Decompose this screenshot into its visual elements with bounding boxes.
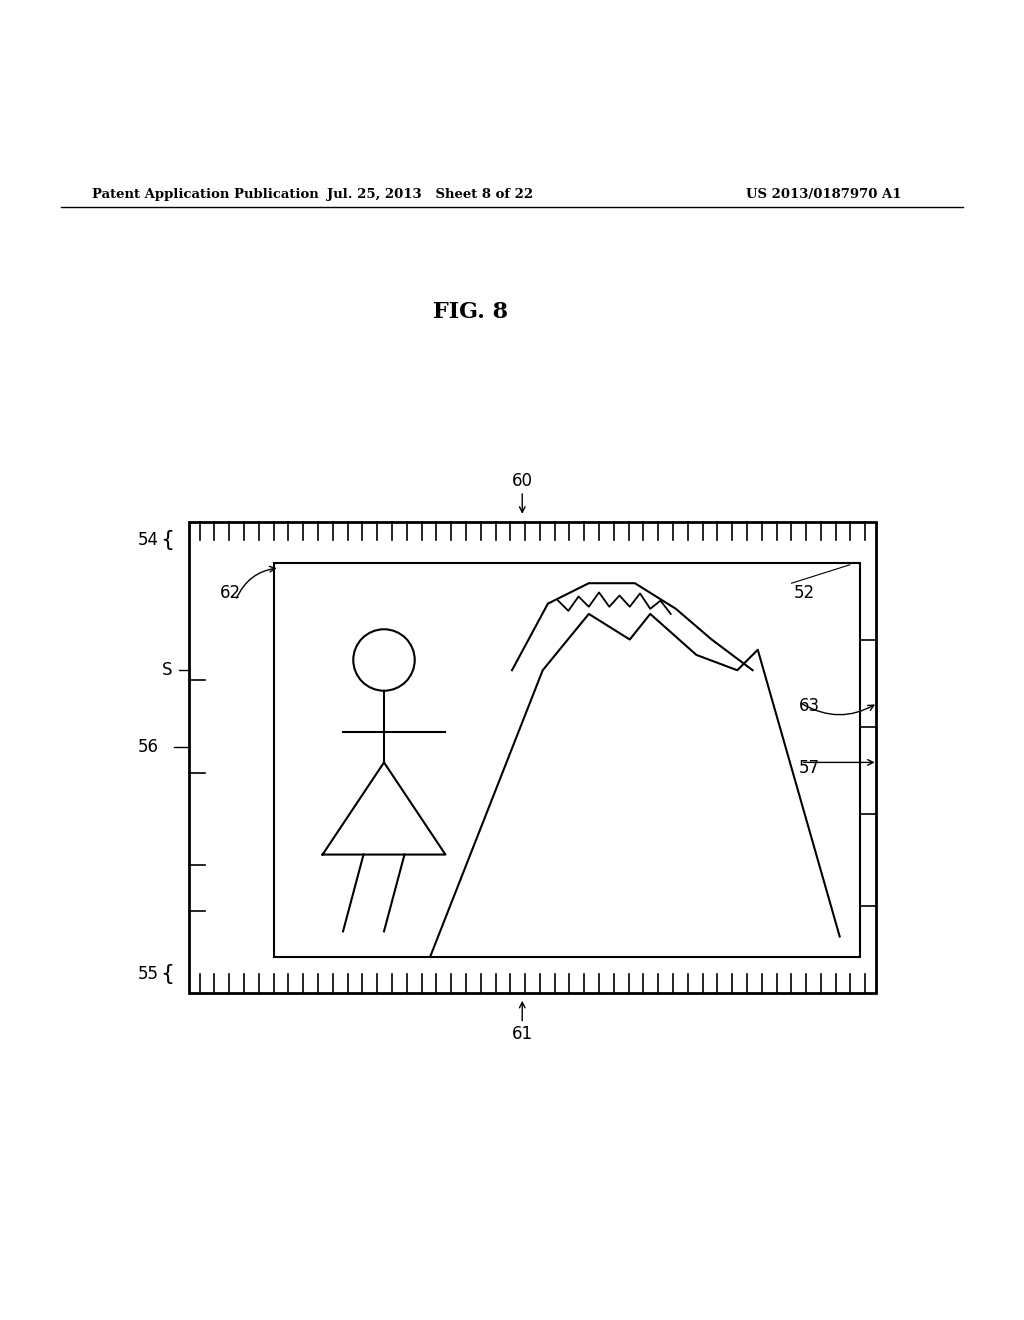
Text: {: { [160, 531, 174, 550]
Bar [189, 521, 876, 993]
Text: 60: 60 [512, 471, 532, 490]
Text: 54: 54 [137, 531, 159, 549]
Text: 62: 62 [220, 585, 242, 602]
Text: FIG. 8: FIG. 8 [433, 301, 509, 323]
Text: 61: 61 [512, 1024, 532, 1043]
Text: 63: 63 [799, 697, 820, 715]
Text: Jul. 25, 2013   Sheet 8 of 22: Jul. 25, 2013 Sheet 8 of 22 [327, 187, 534, 201]
Text: 56: 56 [137, 738, 159, 756]
Text: 55: 55 [137, 965, 159, 983]
Text: Patent Application Publication: Patent Application Publication [92, 187, 318, 201]
Text: 57: 57 [799, 759, 820, 776]
Bar [274, 562, 860, 957]
Text: S: S [162, 661, 172, 680]
Text: 52: 52 [794, 585, 815, 602]
Text: US 2013/0187970 A1: US 2013/0187970 A1 [745, 187, 901, 201]
Text: {: { [160, 965, 174, 985]
